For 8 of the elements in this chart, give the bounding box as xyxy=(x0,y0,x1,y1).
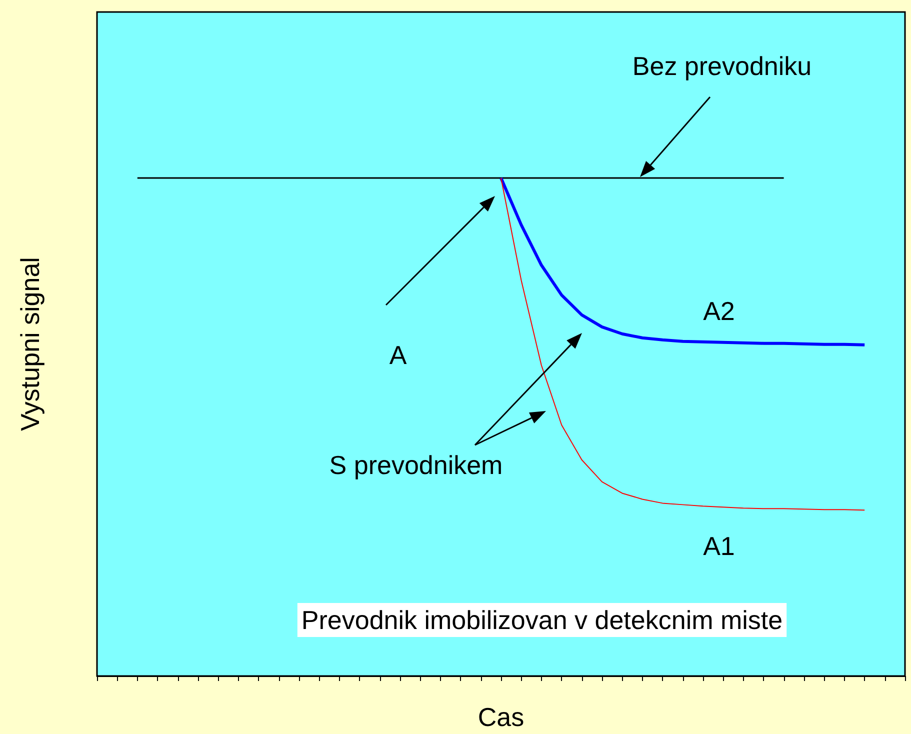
annotation: S prevodnikem xyxy=(329,450,503,480)
annotation: Prevodnik imobilizovan v detekcnim miste xyxy=(301,605,783,635)
y-axis-title: Vystupni signal xyxy=(15,257,45,431)
annotation: A xyxy=(389,340,408,370)
annotation: A1 xyxy=(703,531,735,561)
annotation: A2 xyxy=(703,296,735,326)
text: Bez prevodniku xyxy=(632,51,812,81)
x-axis-title: Cas xyxy=(478,702,524,732)
